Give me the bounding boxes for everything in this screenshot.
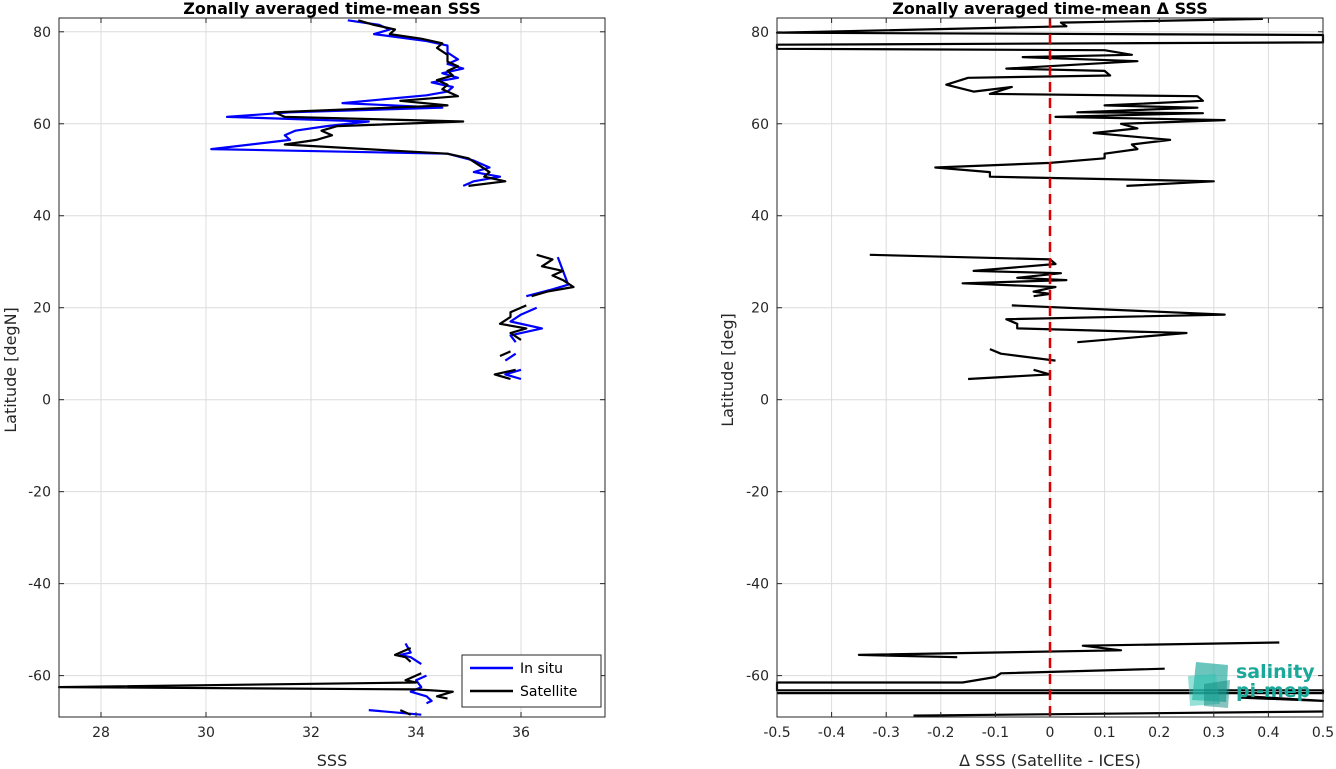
left-axes: 28 30 32 34 36 -60 -40 -20 0 20 40 60 80 Zonally ave… <box>1 0 606 769</box>
right-ytick-label: 0 <box>760 393 769 409</box>
logo-shape-3 <box>1204 680 1230 708</box>
left-series-in-situ-line <box>509 306 544 343</box>
right-xtick-label: 0.2 <box>1148 725 1170 741</box>
left-xtick-label: 34 <box>407 725 425 741</box>
left-series-satellite-line <box>57 672 454 700</box>
left-series-satellite-line <box>499 350 511 358</box>
left-series-in-situ-line <box>504 368 522 381</box>
left-title: Zonally averaged time-mean SSS <box>183 0 481 18</box>
right-xlabel: Δ SSS (Satellite - ICES) <box>959 751 1141 769</box>
left-ylabel: Latitude [degN] <box>1 307 20 433</box>
right-ticks: -0.5 -0.4 -0.3 -0.2 -0.1 0 0.1 0.2 0.3 0.4 0.5 -60 -… <box>746 18 1334 741</box>
right-ytick-label: 20 <box>751 301 769 317</box>
right-xtick-label: -0.5 <box>763 725 790 741</box>
right-xtick-label: 0.5 <box>1312 725 1334 741</box>
left-xtick-label: 36 <box>512 725 530 741</box>
right-ytick-label: 60 <box>751 117 769 133</box>
left-ytick-label: 20 <box>33 301 51 317</box>
legend-box <box>461 654 602 708</box>
right-xtick-label: 0.1 <box>1093 725 1115 741</box>
left-ytick-label: 0 <box>42 393 51 409</box>
left-series-satellite-line <box>493 368 516 381</box>
left-series-in-situ-line <box>368 709 422 716</box>
left-ytick-label: -20 <box>28 485 51 501</box>
legend-satellite-label: Satellite <box>520 684 577 700</box>
legend: In situ Satellite <box>461 654 602 708</box>
right-xtick-label: -0.1 <box>982 725 1009 741</box>
logo-text-pimep: pi-mep <box>1236 680 1310 702</box>
left-xtick-label: 30 <box>197 725 215 741</box>
right-ylabel: Latitude [deg] <box>718 313 737 427</box>
right-ytick-label: 40 <box>751 209 769 225</box>
right-xtick-label: -0.4 <box>818 725 845 741</box>
left-ytick-label: 80 <box>33 25 51 41</box>
left-ticks: 28 30 32 34 36 -60 -40 -20 0 20 40 60 80 <box>28 18 605 741</box>
right-xtick-label: -0.2 <box>927 725 954 741</box>
left-axes-box <box>58 17 606 718</box>
left-series-satellite-line <box>498 304 528 341</box>
left-series-satellite-line <box>273 19 507 187</box>
left-series-in-situ-line <box>409 674 433 705</box>
right-xtick-label: 0.4 <box>1257 725 1279 741</box>
right-series-delta-line <box>913 710 1324 717</box>
left-ytick-label: 40 <box>33 209 51 225</box>
left-xtick-label: 32 <box>302 725 320 741</box>
right-title: Zonally averaged time-mean Δ SSS <box>892 0 1208 18</box>
right-xtick-label: 0.3 <box>1203 725 1225 741</box>
left-plot-area <box>59 18 605 717</box>
right-ytick-label: -40 <box>746 577 769 593</box>
legend-insitu-label: In situ <box>520 661 563 677</box>
right-xtick-label: 0 <box>1046 725 1055 741</box>
right-series-delta-line <box>857 641 1280 659</box>
right-ytick-label: -20 <box>746 485 769 501</box>
salinity-pimep-logo: salinity pi-mep <box>1188 661 1315 708</box>
left-series-satellite-line <box>399 709 412 716</box>
right-ytick-label: -60 <box>746 669 769 685</box>
left-xtick-label: 28 <box>92 725 110 741</box>
left-ytick-label: -60 <box>28 669 51 685</box>
logo-text-salinity: salinity <box>1236 661 1315 683</box>
right-series-delta-line <box>989 348 1056 362</box>
right-axes: -0.5 -0.4 -0.3 -0.2 -0.1 0 0.1 0.2 0.3 0.4 0.5 -60 -… <box>718 0 1334 769</box>
left-plot-lines <box>57 19 575 716</box>
left-grid <box>59 18 605 717</box>
left-series-in-situ-line <box>504 352 517 362</box>
left-xlabel: SSS <box>317 751 347 769</box>
right-series-delta-line <box>869 253 1068 298</box>
left-ytick-label: 60 <box>33 117 51 133</box>
left-ytick-label: -40 <box>28 577 51 593</box>
right-xtick-label: -0.3 <box>873 725 900 741</box>
left-series-satellite-line <box>393 646 412 663</box>
right-ytick-label: 80 <box>751 25 769 41</box>
left-series-satellite-line <box>531 253 575 298</box>
right-series-delta-line <box>1005 304 1226 344</box>
